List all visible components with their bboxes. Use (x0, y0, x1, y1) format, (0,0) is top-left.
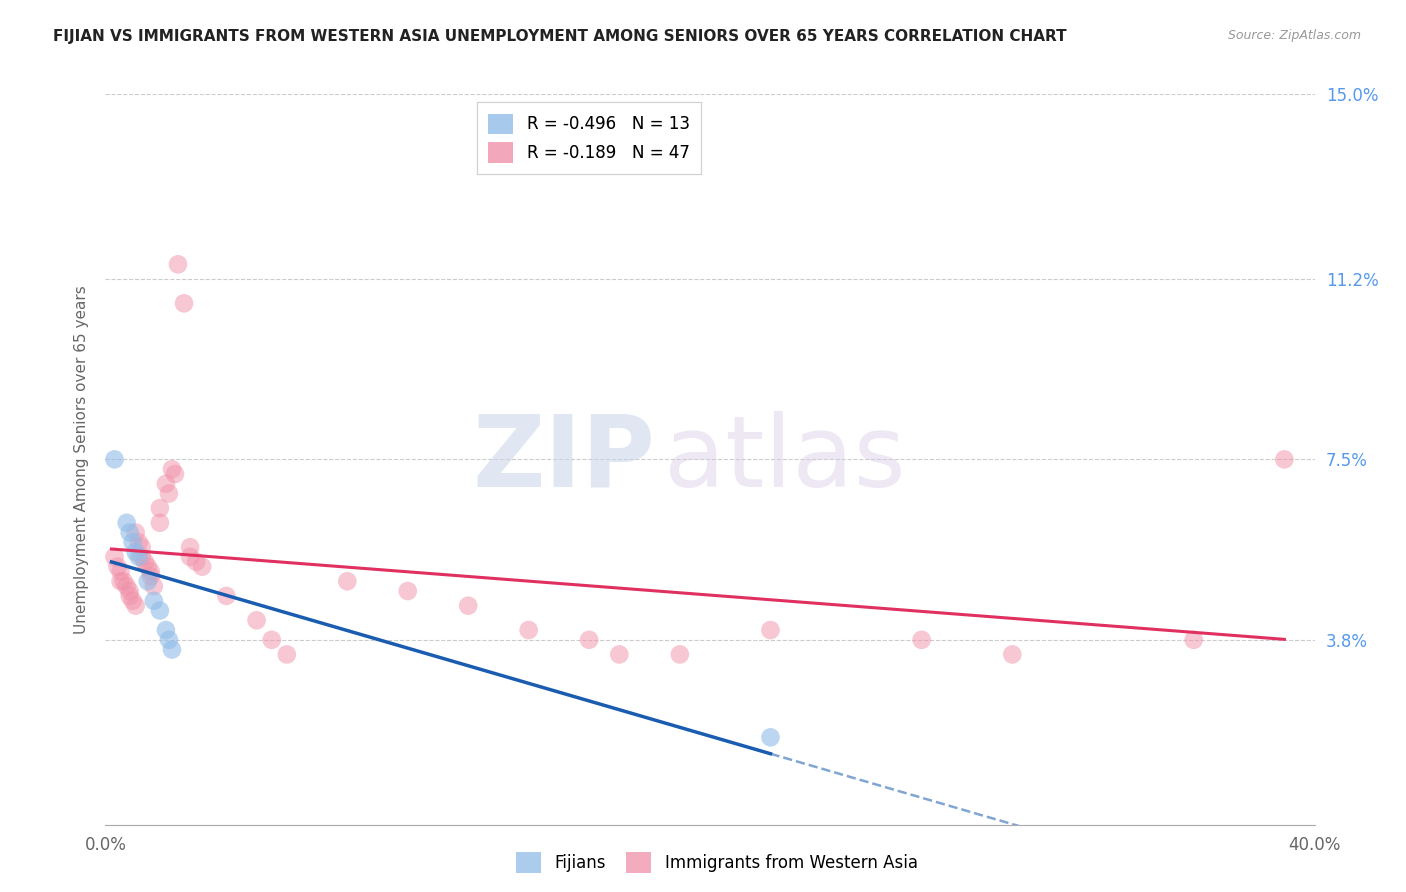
Point (124, 525, 148, 540)
Text: FIJIAN VS IMMIGRANTS FROM WESTERN ASIA UNEMPLOYMENT AMONG SENIORS OVER 65 YEARS : FIJIAN VS IMMIGRANTS FROM WESTERN ASIA U… (53, 29, 1067, 44)
Point (1274, 452, 1296, 467)
Point (134, 555, 156, 569)
Point (107, 559, 129, 574)
Point (179, 540, 201, 554)
Point (336, 574, 359, 589)
Point (1001, 648, 1024, 662)
Point (609, 648, 631, 662)
Point (759, 731, 782, 745)
Point (139, 569, 162, 583)
Point (578, 632, 600, 647)
Point (157, 486, 180, 500)
Point (131, 540, 153, 554)
Point (124, 599, 148, 613)
Point (128, 535, 150, 549)
Point (246, 613, 269, 627)
Point (139, 565, 162, 579)
Point (173, 296, 195, 310)
Point (276, 648, 298, 662)
Point (128, 549, 150, 564)
Point (191, 559, 214, 574)
Point (149, 501, 172, 516)
Point (124, 545, 148, 559)
Point (163, 467, 186, 481)
Point (160, 462, 183, 476)
Point (215, 589, 238, 603)
Point (167, 257, 190, 271)
Point (155, 476, 177, 491)
Point (179, 549, 201, 564)
Point (112, 574, 135, 589)
Point (110, 574, 132, 589)
Point (103, 452, 125, 467)
Point (131, 549, 153, 564)
Point (157, 632, 180, 647)
Point (118, 525, 141, 540)
Point (149, 603, 172, 617)
Point (142, 594, 165, 608)
Point (155, 623, 177, 637)
Text: Source: ZipAtlas.com: Source: ZipAtlas.com (1227, 29, 1361, 42)
Text: ZIP: ZIP (472, 411, 655, 508)
Point (115, 579, 138, 593)
Point (149, 516, 172, 530)
Point (1182, 632, 1205, 647)
Point (118, 584, 141, 599)
Point (186, 555, 208, 569)
Point (160, 642, 183, 657)
Y-axis label: Unemployment Among Seniors over 65 years: Unemployment Among Seniors over 65 years (73, 285, 89, 633)
Point (121, 594, 143, 608)
Point (121, 535, 143, 549)
Point (118, 589, 141, 603)
Point (136, 574, 159, 589)
Point (136, 559, 159, 574)
Legend: Fijians, Immigrants from Western Asia: Fijians, Immigrants from Western Asia (510, 846, 924, 880)
Point (110, 565, 132, 579)
Point (669, 648, 692, 662)
Point (759, 623, 782, 637)
Point (103, 549, 125, 564)
Point (911, 632, 934, 647)
Point (457, 599, 479, 613)
Point (260, 632, 283, 647)
Point (396, 584, 419, 599)
Point (142, 579, 165, 593)
Text: atlas: atlas (664, 411, 905, 508)
Point (115, 516, 138, 530)
Point (517, 623, 540, 637)
Legend: R = -0.496   N = 13, R = -0.189   N = 47: R = -0.496 N = 13, R = -0.189 N = 47 (477, 102, 702, 174)
